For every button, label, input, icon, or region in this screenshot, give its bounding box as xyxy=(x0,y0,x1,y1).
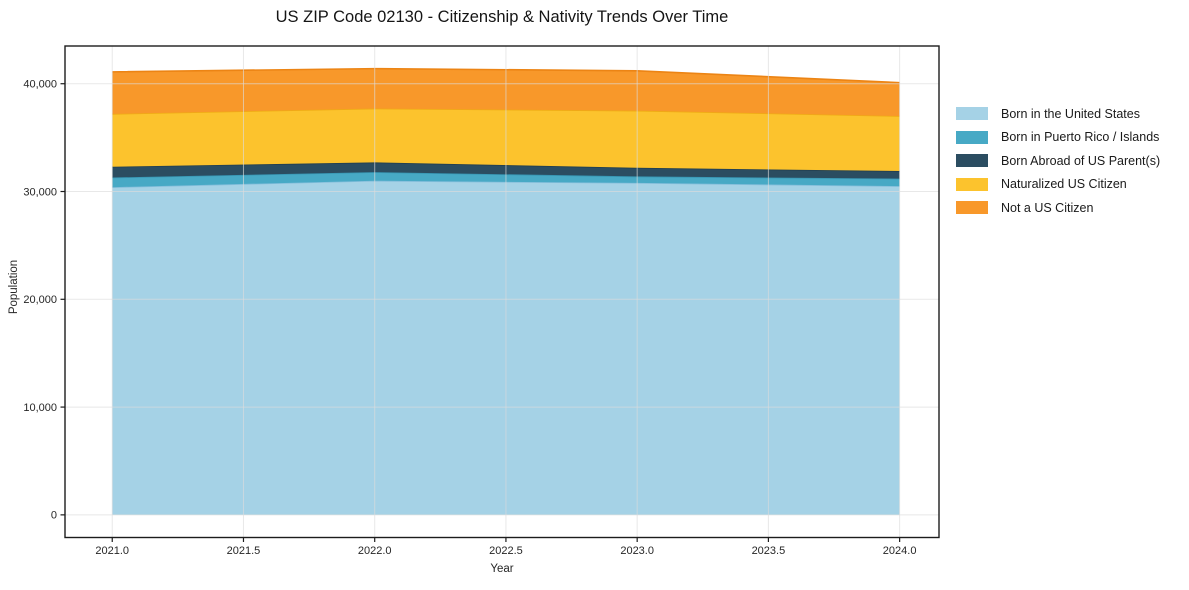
chart-title: US ZIP Code 02130 - Citizenship & Nativi… xyxy=(275,8,729,26)
legend-swatch-born-us xyxy=(956,107,988,121)
legend-item-naturalized: Naturalized US Citizen xyxy=(956,173,1160,197)
legend-item-not-citizen: Not a US Citizen xyxy=(956,196,1160,220)
y-tick-label: 40,000 xyxy=(23,79,57,91)
y-tick-label: 20,000 xyxy=(23,294,57,306)
legend-label: Born in the United States xyxy=(1001,106,1140,121)
legend-item-puerto-rico-islands: Born in Puerto Rico / Islands xyxy=(956,126,1160,150)
legend-label: Naturalized US Citizen xyxy=(1001,177,1127,192)
y-axis-label: Population xyxy=(8,259,20,315)
legend-label: Not a US Citizen xyxy=(1001,200,1094,215)
legend-label: Born in Puerto Rico / Islands xyxy=(1001,130,1160,145)
x-tick-label: 2022.0 xyxy=(358,545,392,557)
x-axis-label: Year xyxy=(490,563,514,575)
legend-swatch-born-abroad xyxy=(956,154,988,168)
legend-swatch-not-citizen xyxy=(956,201,988,215)
x-tick-label: 2023.5 xyxy=(752,545,786,557)
legend-swatch-naturalized xyxy=(956,177,988,191)
y-tick-label: 0 xyxy=(51,510,57,522)
y-tick-label: 30,000 xyxy=(23,186,57,198)
legend-item-born-us: Born in the United States xyxy=(956,102,1160,126)
plot-border xyxy=(64,45,940,539)
x-tick-label: 2021.0 xyxy=(95,545,129,557)
legend-swatch-puerto-rico-islands xyxy=(956,130,988,144)
legend-item-born-abroad: Born Abroad of US Parent(s) xyxy=(956,149,1160,173)
y-tick-label: 10,000 xyxy=(23,402,57,414)
x-tick-label: 2022.5 xyxy=(489,545,523,557)
x-tick-label: 2023.0 xyxy=(620,545,654,557)
legend: Born in the United States Born in Puerto … xyxy=(956,102,1160,220)
legend-label: Born Abroad of US Parent(s) xyxy=(1001,153,1161,168)
x-tick-label: 2021.5 xyxy=(227,545,261,557)
x-tick-label: 2024.0 xyxy=(883,545,917,557)
